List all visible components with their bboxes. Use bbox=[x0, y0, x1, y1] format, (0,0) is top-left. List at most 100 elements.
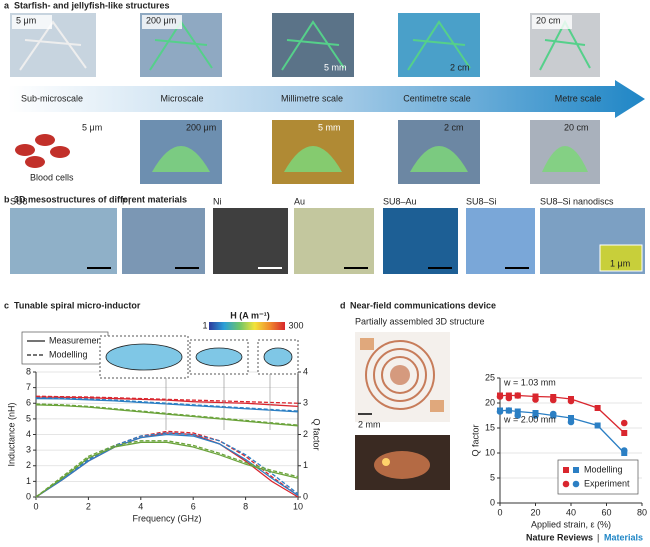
led bbox=[382, 458, 390, 466]
point bbox=[620, 447, 628, 454]
q-factor-chart: 0 5 10 15 20 25 0 20 40 60 80 Applied strain, ε (%)… bbox=[470, 372, 647, 529]
y-tick-label: 25 bbox=[485, 372, 495, 382]
legend-label: Modelling bbox=[49, 349, 88, 359]
panel-subtitle: Partially assembled 3D structure bbox=[355, 316, 485, 326]
scale-bar-label: 2 cm bbox=[450, 62, 470, 72]
series-line bbox=[35, 441, 299, 498]
blood-cell bbox=[50, 146, 70, 158]
y2-tick-label: 4 bbox=[303, 366, 308, 376]
point bbox=[549, 410, 557, 418]
point bbox=[505, 407, 513, 414]
series-line bbox=[35, 396, 299, 408]
x-tick-label: 60 bbox=[601, 507, 611, 517]
series-line bbox=[35, 404, 299, 427]
point bbox=[496, 393, 504, 400]
x-tick-label: 80 bbox=[637, 507, 647, 517]
y2-tick-label: 3 bbox=[303, 398, 308, 408]
point bbox=[594, 405, 601, 411]
y-tick-label: 7 bbox=[26, 382, 31, 392]
device-photo bbox=[355, 435, 450, 490]
structure bbox=[281, 20, 345, 71]
x-tick-label: 10 bbox=[293, 501, 303, 511]
point bbox=[532, 396, 539, 403]
series-line bbox=[35, 403, 299, 426]
coil bbox=[390, 365, 410, 385]
x-tick-label: 2 bbox=[86, 501, 91, 511]
legend-marker bbox=[563, 467, 569, 473]
panel-title: Starfish- and jellyfish-like structures bbox=[14, 0, 170, 10]
scale-bar-label: 1 μm bbox=[610, 258, 630, 268]
point bbox=[514, 408, 521, 415]
scale-arrow bbox=[8, 80, 645, 118]
point bbox=[505, 394, 513, 402]
coil bbox=[374, 451, 430, 479]
legend-label: Modelling bbox=[584, 464, 623, 474]
y-tick-label: 8 bbox=[26, 366, 31, 376]
scale-bar-bg bbox=[142, 15, 182, 29]
y-tick-label: 20 bbox=[485, 397, 495, 407]
point bbox=[567, 418, 575, 426]
y-axis-label: Q factor bbox=[470, 424, 480, 456]
pad bbox=[360, 338, 374, 350]
series-line bbox=[35, 395, 299, 404]
x-tick-label: 6 bbox=[191, 501, 196, 511]
coil bbox=[373, 348, 427, 402]
material-label: Ni bbox=[213, 196, 222, 206]
y-tick-label: 6 bbox=[26, 398, 31, 408]
point bbox=[514, 392, 522, 399]
point bbox=[549, 396, 557, 404]
inset bbox=[599, 244, 643, 272]
scale-label: Microscale bbox=[160, 93, 203, 103]
y-tick-label: 5 bbox=[490, 472, 495, 482]
x-tick-label: 40 bbox=[566, 507, 576, 517]
x-tick-label: 0 bbox=[33, 501, 38, 511]
scale-bar-label: 5 mm bbox=[324, 62, 347, 72]
coil bbox=[381, 356, 419, 394]
series-line bbox=[35, 440, 299, 498]
panel-letter: b bbox=[4, 194, 10, 204]
colorbar-min: 1 bbox=[202, 320, 207, 330]
photo bbox=[213, 208, 288, 274]
point bbox=[568, 415, 574, 421]
panel-letter: a bbox=[4, 0, 10, 10]
point bbox=[567, 397, 575, 405]
coil-field bbox=[105, 343, 183, 371]
point bbox=[514, 412, 522, 419]
structure bbox=[410, 146, 468, 172]
colorbar bbox=[209, 322, 285, 330]
material-label: SU8–Si bbox=[466, 196, 497, 206]
structure bbox=[19, 20, 87, 71]
point bbox=[532, 412, 539, 419]
x-tick-label: 20 bbox=[530, 507, 540, 517]
journal: Nature Reviews bbox=[526, 532, 593, 542]
y-tick-label: 4 bbox=[26, 429, 31, 439]
panel-title: 3D mesostructures of different materials bbox=[14, 194, 187, 204]
y2-tick-label: 2 bbox=[303, 429, 308, 439]
x-axis-label: Applied strain, ε (%) bbox=[531, 519, 611, 529]
material-label: SU8 bbox=[10, 196, 28, 206]
structure bbox=[407, 20, 471, 71]
bottom-photos: Blood cells 5 μm 200 μm 5 mm 2 cm 20 cm bbox=[10, 120, 600, 184]
blood-cell bbox=[35, 134, 55, 146]
coil-field bbox=[195, 347, 243, 367]
annotation: w = 1.03 mm bbox=[503, 377, 556, 387]
legend-box bbox=[21, 331, 109, 365]
material-label: PI bbox=[122, 196, 131, 206]
scale-label: Metre scale bbox=[555, 93, 602, 103]
material-photos: SU8 PI Ni Au SU8–Au SU8–Si SU8–Si nanodiscs 1 μ… bbox=[10, 196, 645, 274]
scale-bar-label: 2 mm bbox=[358, 419, 381, 429]
x-axis-label: Frequency (GHz) bbox=[132, 513, 201, 523]
coil bbox=[365, 340, 435, 410]
scale-bar-bg bbox=[532, 15, 572, 29]
device-photo: 2 mm bbox=[355, 332, 450, 429]
material-label: SU8–Au bbox=[383, 196, 417, 206]
scale-bar-label: 20 cm bbox=[564, 122, 589, 132]
structure bbox=[542, 146, 588, 172]
legend-label: Measurement bbox=[49, 335, 105, 345]
cell-label: Blood cells bbox=[30, 172, 74, 182]
material-label: SU8–Si nanodiscs bbox=[540, 196, 614, 206]
photo bbox=[122, 208, 205, 274]
series-line bbox=[35, 397, 299, 412]
panel-title: Tunable spiral micro-inductor bbox=[14, 300, 141, 310]
pad bbox=[430, 400, 444, 412]
